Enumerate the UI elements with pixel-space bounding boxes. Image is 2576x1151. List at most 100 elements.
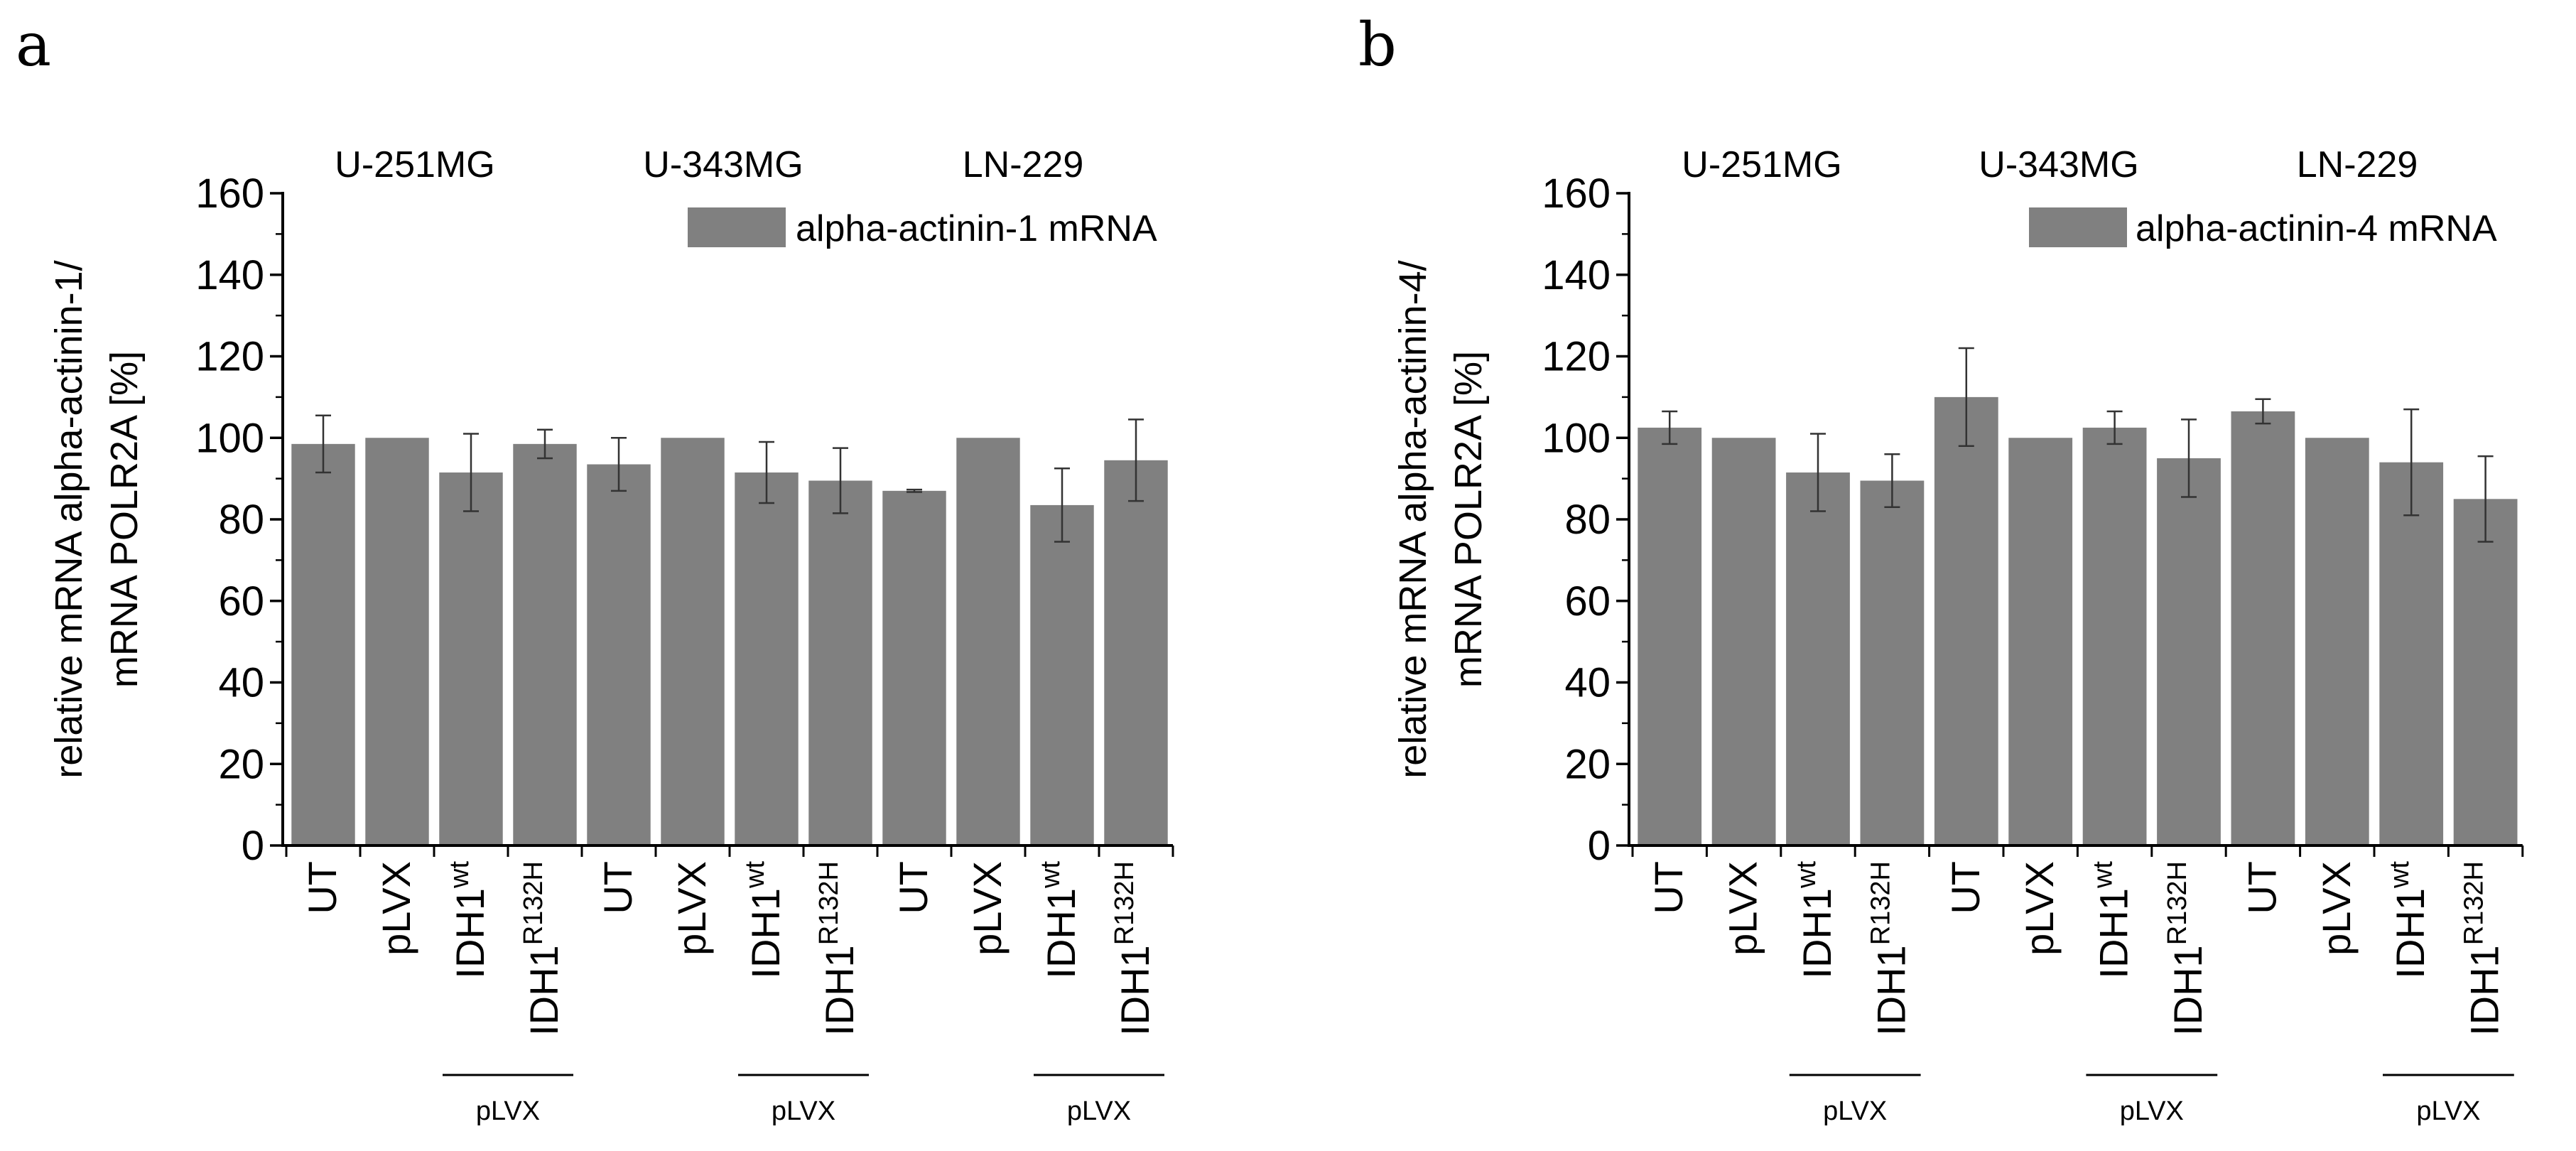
panel-b: b relative mRNA alpha-actinin-4/mRNA POLR… xyxy=(1358,10,2524,1126)
category-superscript: R132H xyxy=(814,861,844,945)
x-category-label: IDH1wt xyxy=(445,861,492,979)
error-bar xyxy=(537,428,553,460)
bar xyxy=(439,472,503,845)
category-base: IDH1 xyxy=(2165,945,2210,1036)
x-category-label: pLVX xyxy=(965,861,1010,956)
y-tick-label: 60 xyxy=(1564,578,1611,625)
bar xyxy=(587,464,651,845)
error-bar xyxy=(2181,418,2197,498)
x-category-label: IDH1wt xyxy=(740,861,788,979)
error-bar xyxy=(2106,410,2123,445)
error-bar xyxy=(759,441,774,504)
category-superscript: R132H xyxy=(1110,861,1140,945)
group-title: LN-229 xyxy=(963,144,1084,185)
bar xyxy=(2453,499,2518,845)
category-superscript: R132H xyxy=(2459,861,2489,945)
bar xyxy=(2231,411,2295,845)
legend-label: alpha-actinin-1 mRNA xyxy=(796,208,1157,249)
category-base: IDH1 xyxy=(817,945,862,1036)
bar xyxy=(956,438,1020,845)
error-bar xyxy=(1810,433,1826,512)
error-bar xyxy=(315,414,331,474)
bar xyxy=(1711,438,1776,845)
y-tick-label: 140 xyxy=(195,252,264,298)
x-category-label: IDH1R132H xyxy=(1866,861,1913,1036)
y-tick-label: 160 xyxy=(1542,171,1611,217)
x-category-label: IDH1R132H xyxy=(814,861,862,1036)
y-tick-label: 60 xyxy=(218,578,264,625)
category-base: IDH1 xyxy=(2091,888,2136,979)
y-tick-label: 80 xyxy=(218,497,264,543)
y-tick-label: 80 xyxy=(1564,497,1611,543)
error-bar xyxy=(833,447,848,514)
x-category-label: pLVX xyxy=(374,861,418,956)
y-tick-label: 0 xyxy=(242,823,264,869)
group-bracket-label: pLVX xyxy=(2120,1096,2184,1126)
bar xyxy=(1934,396,1998,845)
category-superscript: wt xyxy=(445,861,475,889)
bar xyxy=(2379,462,2444,845)
panel-letter: b xyxy=(1358,10,1397,80)
category-superscript: wt xyxy=(740,861,770,889)
bar xyxy=(1786,472,1850,845)
x-category-label: UT xyxy=(300,861,345,914)
category-base: IDH1 xyxy=(1039,888,1083,979)
bar xyxy=(2157,458,2221,845)
x-category-label: pLVX xyxy=(2017,861,2062,956)
group-title: LN-229 xyxy=(2297,144,2418,185)
error-bar xyxy=(611,437,627,492)
bar xyxy=(2008,438,2073,845)
category-base: UT xyxy=(595,861,640,914)
category-base: pLVX xyxy=(669,861,714,956)
category-superscript: wt xyxy=(2385,861,2415,889)
legend-label: alpha-actinin-4 mRNA xyxy=(2136,208,2497,249)
x-category-label: IDH1wt xyxy=(1036,861,1083,979)
group-bracket-label: pLVX xyxy=(2416,1096,2480,1126)
error-bar xyxy=(463,433,479,512)
x-category-label: UT xyxy=(891,861,936,914)
x-category-label: IDH1R132H xyxy=(2459,861,2507,1036)
x-category-label: IDH1R132H xyxy=(1110,861,1157,1036)
category-base: pLVX xyxy=(1721,861,1765,956)
x-category-label: UT xyxy=(595,861,640,914)
y-axis-title-line-2: mRNA POLR2A [%] xyxy=(103,351,146,688)
category-base: UT xyxy=(891,861,936,914)
y-tick-label: 100 xyxy=(1542,415,1611,461)
x-category-label: UT xyxy=(1646,861,1691,914)
x-category-label: pLVX xyxy=(1721,861,1765,956)
y-tick-label: 100 xyxy=(195,415,264,461)
legend-swatch xyxy=(2029,207,2127,247)
y-tick-label: 20 xyxy=(218,741,264,787)
y-tick-label: 0 xyxy=(1588,823,1611,869)
category-base: UT xyxy=(1943,861,1988,914)
category-superscript: wt xyxy=(1792,861,1822,889)
bar xyxy=(513,443,577,845)
category-superscript: wt xyxy=(1036,861,1066,889)
y-tick-label: 40 xyxy=(1564,660,1611,706)
category-base: IDH1 xyxy=(2462,945,2507,1036)
x-category-label: UT xyxy=(1943,861,1988,914)
category-base: pLVX xyxy=(2017,861,2062,956)
y-axis-title-line-1: relative mRNA alpha-actinin-1/ xyxy=(48,260,90,778)
y-axis-title-line-1: relative mRNA alpha-actinin-4/ xyxy=(1392,260,1434,778)
error-bar xyxy=(2255,398,2271,425)
bar xyxy=(365,438,429,845)
bar xyxy=(661,438,725,845)
y-axis-title-line-2: mRNA POLR2A [%] xyxy=(1447,351,1490,688)
category-base: IDH1 xyxy=(1113,945,1157,1036)
error-bar xyxy=(2477,455,2494,543)
x-category-label: IDH1wt xyxy=(1792,861,1839,979)
bar xyxy=(1104,460,1168,845)
bar xyxy=(1030,504,1094,845)
category-base: pLVX xyxy=(2314,861,2359,956)
category-base: pLVX xyxy=(374,861,418,956)
category-base: IDH1 xyxy=(1868,945,1913,1036)
group-bracket-label: pLVX xyxy=(1067,1096,1131,1126)
y-tick-label: 40 xyxy=(218,660,264,706)
panel-a: a relative mRNA alpha-actinin-1/mRNA POLR… xyxy=(16,10,1174,1126)
category-base: IDH1 xyxy=(2388,888,2432,979)
bar xyxy=(882,490,946,845)
category-superscript: R132H xyxy=(2163,861,2192,945)
group-title: U-343MG xyxy=(643,144,803,185)
